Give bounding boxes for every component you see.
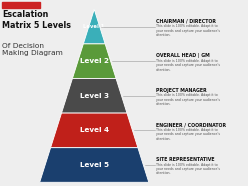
- Text: Level 3: Level 3: [80, 93, 109, 99]
- Text: Of Decision
Making Diagram: Of Decision Making Diagram: [2, 43, 63, 56]
- Text: Level 2: Level 2: [80, 58, 109, 64]
- Text: PROJECT MANAGER: PROJECT MANAGER: [156, 88, 207, 93]
- Text: OVERALL HEAD | GM: OVERALL HEAD | GM: [156, 53, 210, 58]
- Polygon shape: [62, 78, 127, 113]
- Polygon shape: [40, 148, 149, 182]
- Text: This slide is 100% editable. Adapt it to
your needs and capture your audience's
: This slide is 100% editable. Adapt it to…: [156, 59, 220, 72]
- Polygon shape: [83, 9, 105, 44]
- Text: Escalation
Matrix 5 Levels: Escalation Matrix 5 Levels: [2, 10, 71, 30]
- Text: Level 1: Level 1: [84, 24, 105, 29]
- Text: CHAIRMAN / DIRECTOR: CHAIRMAN / DIRECTOR: [156, 19, 216, 24]
- Text: SITE REPRESENTATIVE: SITE REPRESENTATIVE: [156, 157, 215, 162]
- Bar: [2, 2, 40, 8]
- Text: ENGINEER / COORDINATOR: ENGINEER / COORDINATOR: [156, 122, 226, 127]
- Text: This slide is 100% editable. Adapt it to
your needs and capture your audience's
: This slide is 100% editable. Adapt it to…: [156, 93, 220, 106]
- Text: This slide is 100% editable. Adapt it to
your needs and capture your audience's
: This slide is 100% editable. Adapt it to…: [156, 24, 220, 37]
- Text: Level 4: Level 4: [80, 127, 109, 133]
- Text: This slide is 100% editable. Adapt it to
your needs and capture your audience's
: This slide is 100% editable. Adapt it to…: [156, 163, 220, 175]
- Text: This slide is 100% editable. Adapt it to
your needs and capture your audience's
: This slide is 100% editable. Adapt it to…: [156, 128, 220, 141]
- Polygon shape: [51, 113, 138, 148]
- Text: Level 5: Level 5: [80, 162, 109, 168]
- Polygon shape: [72, 44, 116, 78]
